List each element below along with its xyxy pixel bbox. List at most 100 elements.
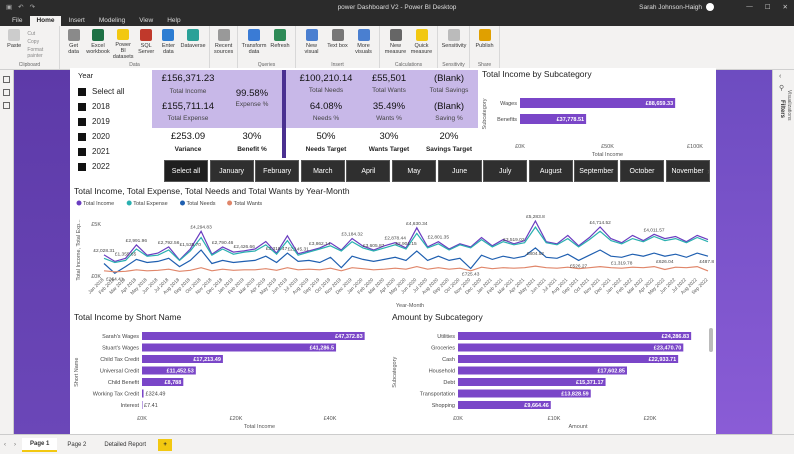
cut-button[interactable]: Cut bbox=[27, 31, 36, 37]
user-account[interactable]: Sarah Johnson-Haigh bbox=[639, 3, 714, 11]
data-view-icon[interactable] bbox=[3, 89, 10, 96]
month-button-august[interactable]: August bbox=[528, 160, 573, 182]
saving-pct-value: (Blank) bbox=[433, 101, 465, 112]
year-option-2018[interactable]: 2018 bbox=[78, 99, 150, 114]
report-view-icon[interactable] bbox=[3, 76, 10, 83]
copy-button[interactable]: Copy bbox=[27, 39, 40, 45]
data-label: £1,355.65 bbox=[115, 251, 137, 257]
tab-page-2[interactable]: Page 2 bbox=[67, 441, 87, 448]
table-icon bbox=[162, 29, 175, 41]
more-visuals-button[interactable]: More visuals bbox=[352, 29, 375, 60]
total-needs-value: £100,210.14 bbox=[299, 73, 353, 84]
month-button-february[interactable]: February bbox=[255, 160, 300, 182]
x-axis-label: Year-Month bbox=[396, 303, 424, 309]
prev-page-icon[interactable]: ‹ bbox=[4, 441, 6, 448]
year-option-2020[interactable]: 2020 bbox=[78, 129, 150, 144]
canvas-left-gradient bbox=[14, 70, 70, 434]
enter-data-button[interactable]: Enter data bbox=[159, 29, 178, 60]
month-button-october[interactable]: October bbox=[620, 160, 664, 182]
year-option-2022[interactable]: 2022 bbox=[78, 159, 150, 174]
paste-button[interactable]: Paste bbox=[4, 29, 24, 60]
month-button-november[interactable]: November bbox=[665, 160, 710, 182]
chevron-right-icon[interactable]: › bbox=[707, 166, 710, 176]
menu-help[interactable]: Help bbox=[167, 17, 181, 24]
needs-target-value: 50% bbox=[316, 131, 336, 142]
new-measure-button[interactable]: New measure bbox=[384, 29, 407, 60]
recent-sources-button[interactable]: Recent sources bbox=[214, 29, 233, 60]
bar bbox=[458, 389, 591, 398]
save-icon[interactable]: ▣ bbox=[6, 4, 13, 11]
year-option-2021[interactable]: 2021 bbox=[78, 144, 150, 159]
category-label: Sarah's Wages bbox=[102, 334, 139, 340]
model-view-icon[interactable] bbox=[3, 102, 10, 109]
tab-detailed-report[interactable]: Detailed Report bbox=[104, 441, 147, 448]
maximize-icon[interactable]: ☐ bbox=[764, 4, 771, 11]
data-label: £88,659.33 bbox=[646, 101, 674, 107]
tick-label: £0K bbox=[453, 416, 463, 422]
next-page-icon[interactable]: › bbox=[14, 441, 16, 448]
quick-measure-button[interactable]: Quick measure bbox=[410, 29, 433, 60]
legend-entry: Total Wants bbox=[234, 201, 263, 207]
year-option-2019[interactable]: 2019 bbox=[78, 114, 150, 129]
variance-label: Variance bbox=[174, 146, 202, 153]
month-button-july[interactable]: July bbox=[483, 160, 528, 182]
add-page-button[interactable]: + bbox=[158, 438, 173, 451]
expand-icon[interactable]: ‹ bbox=[779, 73, 782, 80]
format-painter-button[interactable]: Format painter bbox=[27, 47, 44, 59]
transform-data-button[interactable]: Transform data bbox=[242, 29, 266, 60]
month-button-september[interactable]: September bbox=[574, 160, 619, 182]
filters-label: Filters bbox=[779, 100, 785, 119]
y-axis-label: Subcategory bbox=[482, 98, 488, 129]
bar bbox=[458, 401, 551, 409]
publish-button[interactable]: Publish bbox=[474, 29, 495, 60]
checkbox[interactable] bbox=[78, 102, 86, 111]
month-button-january[interactable]: January bbox=[209, 160, 254, 182]
menu-insert[interactable]: Insert bbox=[68, 17, 85, 24]
checkbox[interactable] bbox=[78, 132, 86, 141]
checkbox[interactable] bbox=[78, 147, 86, 156]
checkbox[interactable] bbox=[78, 87, 86, 96]
get-data-button[interactable]: Get data bbox=[64, 29, 83, 60]
checkbox[interactable] bbox=[78, 117, 86, 126]
text-box-button[interactable]: Text box bbox=[326, 29, 349, 60]
wants-pct-value: 35.49% bbox=[372, 101, 406, 112]
chart-title-income-subcategory: Total Income by Subcategory bbox=[482, 69, 592, 79]
power-bi-datasets-button[interactable]: Power BI datasets bbox=[113, 29, 134, 60]
minimize-icon[interactable]: — bbox=[746, 3, 753, 10]
savings-target-label: Savings Target bbox=[425, 146, 473, 153]
month-button-select-all[interactable]: Select all bbox=[164, 160, 208, 182]
series-line bbox=[103, 226, 709, 264]
month-button-march[interactable]: March bbox=[300, 160, 345, 182]
month-button-june[interactable]: June bbox=[437, 160, 482, 182]
month-button-april[interactable]: April bbox=[346, 160, 391, 182]
benefit-pct-value: 30% bbox=[242, 131, 262, 142]
tab-page-1[interactable]: Page 1 bbox=[22, 437, 58, 452]
close-icon[interactable]: ✕ bbox=[782, 4, 788, 11]
checkbox[interactable] bbox=[78, 162, 86, 171]
undo-icon[interactable]: ↶ bbox=[18, 4, 24, 11]
filters-pane[interactable]: ‹ ⚲ Filters Visualizations bbox=[772, 70, 794, 434]
ribbon-group-insert: New visual Text box More visuals Insert bbox=[296, 26, 380, 69]
visualizations-label: Visualizations bbox=[786, 90, 792, 121]
new-visual-button[interactable]: New visual bbox=[300, 29, 323, 60]
redo-icon[interactable]: ↷ bbox=[29, 4, 36, 11]
bar bbox=[142, 378, 184, 386]
data-label: £17,602.85 bbox=[597, 369, 625, 375]
legend-entry: Total Expense bbox=[133, 201, 168, 207]
data-label: £1,535.70 bbox=[180, 242, 202, 248]
excel-workbook-button[interactable]: Excel workbook bbox=[86, 29, 110, 60]
scrollbar-thumb[interactable] bbox=[709, 328, 713, 352]
sensitivity-button[interactable]: Sensitivity bbox=[442, 29, 466, 60]
year-slicer: Year Select all 2018 2019 2020 2021 2022 bbox=[74, 70, 150, 171]
menu-view[interactable]: View bbox=[139, 17, 154, 24]
dataverse-button[interactable]: Dataverse bbox=[180, 29, 206, 60]
legend-marker bbox=[227, 200, 233, 206]
menu-home[interactable]: Home bbox=[30, 16, 61, 26]
menu-file[interactable]: File bbox=[12, 17, 23, 24]
category-label: Debt bbox=[443, 380, 455, 386]
month-button-may[interactable]: May bbox=[392, 160, 436, 182]
menu-modeling[interactable]: Modeling bbox=[98, 17, 126, 24]
sql-server-button[interactable]: SQL Server bbox=[137, 29, 156, 60]
year-option-select-all[interactable]: Select all bbox=[78, 84, 150, 99]
refresh-button[interactable]: Refresh bbox=[269, 29, 291, 60]
